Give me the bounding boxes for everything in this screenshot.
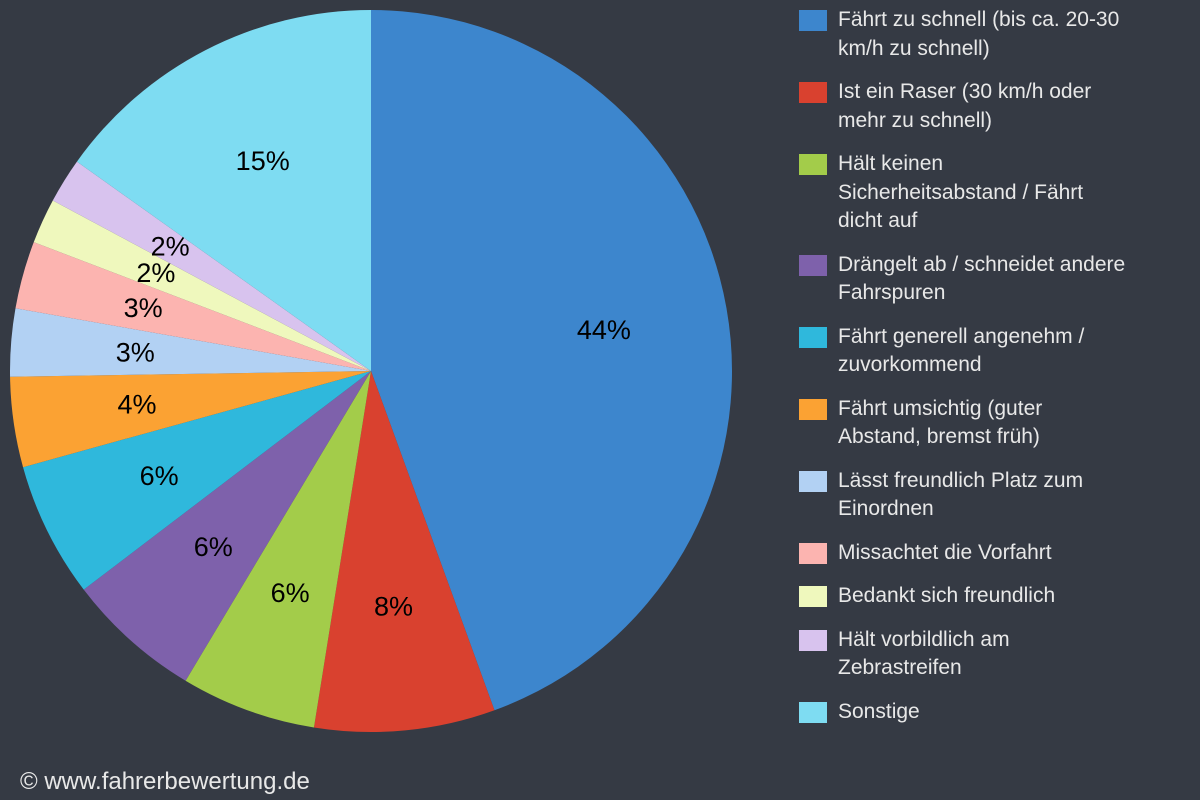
- pie-percent-label-0: 44%: [577, 315, 631, 345]
- pie-slice-6[interactable]: [10, 308, 371, 377]
- legend-item-3: Drängelt ab / schneidet andere Fahrspure…: [799, 251, 1191, 308]
- legend-label: Ist ein Raser (30 km/h oder mehr zu schn…: [838, 80, 1092, 132]
- legend-swatch: [799, 254, 827, 276]
- legend-item-5: Fährt umsichtig (guter Abstand, bremst f…: [799, 395, 1191, 452]
- legend-swatch: [799, 398, 827, 420]
- pie-chart: 44%8%6%6%6%4%3%3%2%2%15%: [10, 10, 733, 733]
- pie-percent-label-1: 8%: [374, 591, 413, 621]
- pie-percent-label-2: 6%: [271, 578, 310, 608]
- pie-percent-label-3: 6%: [194, 532, 233, 562]
- legend-item-6: Lässt freundlich Platz zum Einordnen: [799, 467, 1191, 524]
- legend-label: Drängelt ab / schneidet andere Fahrspure…: [838, 252, 1126, 305]
- legend-item-0: Fährt zu schnell (bis ca. 20-30 km/h zu …: [799, 6, 1191, 63]
- legend: Fährt zu schnell (bis ca. 20-30 km/h zu …: [799, 6, 1191, 726]
- legend-label: Fährt umsichtig (guter Abstand, bremst f…: [838, 396, 1043, 449]
- legend-item-2: Hält keinen Sicherheitsabstand / Fährt d…: [799, 150, 1191, 236]
- pie-percent-label-5: 4%: [117, 390, 156, 420]
- pie-slice-2[interactable]: [185, 371, 371, 728]
- legend-label: Hält keinen Sicherheitsabstand / Fährt d…: [838, 152, 1084, 232]
- legend-label: Missachtet die Vorfahrt: [838, 540, 1052, 564]
- legend-swatch: [799, 470, 827, 492]
- legend-swatch: [799, 326, 827, 348]
- legend-item-4: Fährt generell angenehm / zuvorkommend: [799, 323, 1191, 380]
- legend-swatch: [799, 629, 827, 651]
- legend-item-1: Ist ein Raser (30 km/h oder mehr zu schn…: [799, 78, 1191, 135]
- pie-slice-5[interactable]: [10, 371, 372, 468]
- legend-swatch: [799, 154, 827, 175]
- pie-slice-9[interactable]: [52, 161, 372, 371]
- legend-label: Lässt freundlich Platz zum Einordnen: [838, 468, 1084, 521]
- legend-swatch: [799, 82, 827, 103]
- pie-slice-1[interactable]: [313, 371, 495, 733]
- legend-label: Bedankt sich freundlich: [838, 584, 1056, 607]
- pie-slice-10[interactable]: [76, 10, 371, 371]
- pie-slice-4[interactable]: [23, 371, 372, 590]
- watermark: © www.fahrerbewertung.de: [20, 768, 310, 795]
- legend-swatch: [799, 701, 827, 723]
- legend-item-9: Hält vorbildlich am Zebrastreifen: [799, 626, 1191, 683]
- legend-label: Sonstige: [838, 699, 920, 723]
- pie-percent-label-4: 6%: [140, 461, 179, 491]
- legend-item-8: Bedankt sich freundlich: [799, 582, 1191, 611]
- pie-slice-7[interactable]: [15, 242, 371, 371]
- legend-item-10: Sonstige: [799, 698, 1191, 727]
- legend-label: Fährt zu schnell (bis ca. 20-30 km/h zu …: [838, 8, 1120, 60]
- pie-slice-8[interactable]: [33, 200, 372, 371]
- pie-slice-3[interactable]: [83, 371, 371, 681]
- pie-slice-0[interactable]: [371, 10, 733, 711]
- legend-swatch: [799, 542, 827, 564]
- legend-swatch: [799, 586, 827, 607]
- legend-label: Hält vorbildlich am Zebrastreifen: [838, 627, 1010, 680]
- legend-label: Fährt generell angenehm / zuvorkommend: [838, 324, 1085, 377]
- pie-percent-label-6: 3%: [116, 337, 155, 367]
- legend-item-7: Missachtet die Vorfahrt: [799, 539, 1191, 568]
- pie-percent-label-10: 15%: [236, 146, 290, 176]
- legend-swatch: [799, 10, 827, 31]
- pie-percent-label-8: 2%: [136, 258, 175, 288]
- pie-percent-label-7: 3%: [124, 293, 163, 323]
